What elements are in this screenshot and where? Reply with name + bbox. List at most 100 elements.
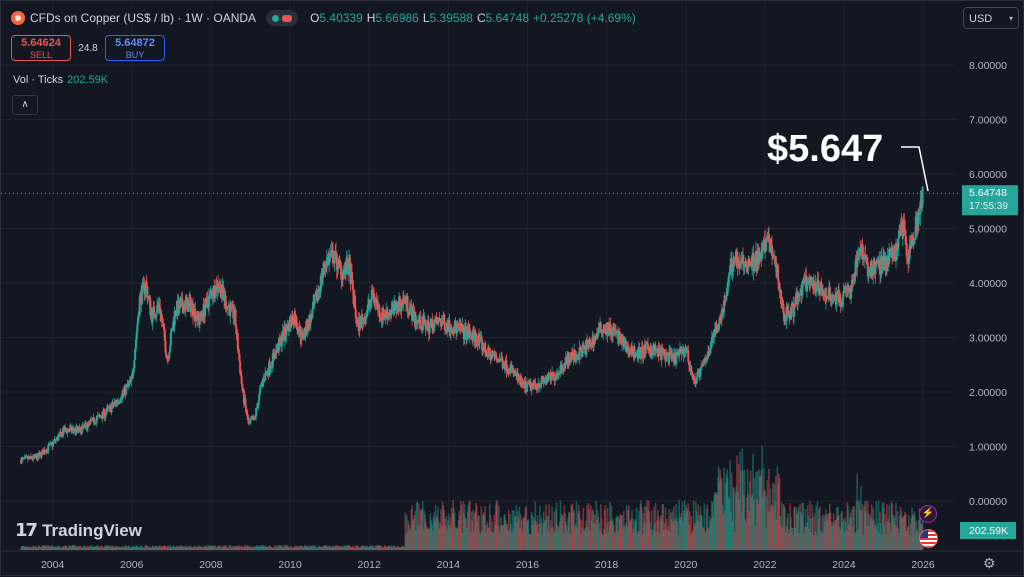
candle-body [727, 278, 730, 282]
volume-bar [410, 509, 413, 550]
candle-body [497, 360, 500, 362]
volume-bar [902, 516, 905, 550]
candle-body [736, 257, 739, 268]
candle-body [746, 268, 749, 271]
volume-bar [120, 547, 123, 550]
candle-body [241, 383, 244, 391]
lightning-icon[interactable]: ⚡ [919, 505, 937, 523]
volume-bar [434, 504, 437, 550]
volume-bar [904, 511, 906, 550]
volume-bar [431, 531, 434, 550]
volume-bar [408, 524, 410, 550]
symbol-title[interactable]: CFDs on Copper (US$ / lb) · 1W · OANDA [30, 11, 257, 25]
last-price-tag[interactable]: 5.64748 17:55:39 [962, 185, 1018, 216]
volume-bar [37, 545, 40, 550]
candle-body [888, 249, 891, 256]
volume-bar [63, 547, 66, 550]
volume-bar [891, 503, 893, 550]
volume-bar [835, 507, 838, 550]
candle-body [745, 266, 748, 271]
volume-legend[interactable]: Vol · Ticks 202.59K [13, 74, 108, 86]
volume-bar [768, 512, 771, 550]
volume-bar [360, 546, 362, 550]
volume-bar [759, 475, 762, 550]
volume-bar [274, 547, 276, 550]
volume-bar [99, 547, 101, 550]
candle-body [828, 286, 831, 294]
volume-bar [577, 505, 580, 550]
volume-bar [806, 505, 809, 550]
candle-body [685, 347, 687, 353]
volume-bar [22, 545, 25, 550]
volume-bar [401, 545, 403, 550]
buy-button[interactable]: 5.64872 BUY [105, 35, 165, 61]
volume-bar [247, 546, 250, 550]
collapse-legend-button[interactable]: ∧ [12, 95, 38, 115]
candle-body [788, 313, 791, 319]
volume-bar [527, 518, 530, 550]
volume-bar [534, 501, 537, 550]
candle-body [103, 409, 106, 418]
tradingview-logo[interactable]: 17 TradingView [15, 520, 142, 541]
volume-bar [104, 547, 107, 550]
volume-bar [536, 525, 538, 550]
volume-bar [770, 504, 773, 550]
market-status-pill[interactable] [266, 10, 299, 26]
volume-bar [541, 534, 543, 550]
volume-bar [157, 546, 159, 550]
volume-bar [239, 546, 241, 550]
volume-bar [465, 518, 467, 550]
volume-bar [496, 500, 499, 550]
volume-bar [731, 521, 734, 550]
volume-bar [561, 516, 563, 550]
gear-icon[interactable]: ⚙ [983, 555, 996, 571]
sell-button[interactable]: 5.64624 SELL [11, 35, 71, 61]
candle-body [493, 355, 496, 357]
volume-bar [373, 547, 375, 550]
volume-bar [909, 523, 912, 550]
currency-select[interactable]: USD ▾ [963, 7, 1019, 29]
volume-bar [603, 529, 605, 550]
volume-bar [433, 511, 435, 550]
volume-bar [284, 545, 287, 550]
volume-bar [902, 516, 904, 550]
candle-body [646, 344, 649, 349]
candle-body [248, 421, 251, 424]
volume-bar [184, 545, 187, 550]
candle-body [338, 259, 341, 265]
volume-bar [229, 545, 232, 550]
candle-body [850, 291, 853, 299]
candle-body [137, 315, 140, 317]
volume-bar [294, 547, 297, 550]
candle-body [72, 428, 75, 431]
candle-body [875, 260, 878, 262]
candle-body [201, 315, 204, 317]
candle-body [246, 414, 249, 420]
candle-body [436, 319, 439, 324]
volume-bar [237, 545, 239, 550]
volume-bar [383, 547, 385, 550]
candle-body [503, 366, 506, 369]
volume-bar [135, 545, 138, 550]
volume-bar [714, 493, 717, 550]
candle-body [583, 345, 586, 349]
candle-body [333, 258, 336, 264]
candle-body [739, 262, 742, 269]
candle-body [360, 316, 363, 319]
candle-body [857, 256, 860, 258]
us-flag-icon[interactable] [919, 529, 938, 548]
volume-bar [795, 507, 798, 550]
candle-body [346, 258, 349, 270]
candle-body [709, 347, 712, 352]
volume-bar [704, 530, 706, 550]
annotation-label: $5.647 [767, 128, 883, 170]
volume-bar [336, 545, 339, 550]
candle-body [507, 372, 510, 374]
volume-bar [899, 506, 902, 550]
candle-body [206, 297, 209, 303]
volume-bar [844, 517, 846, 550]
volume-bar [599, 529, 601, 550]
candle-body [866, 261, 869, 263]
volume-bar [326, 547, 329, 550]
